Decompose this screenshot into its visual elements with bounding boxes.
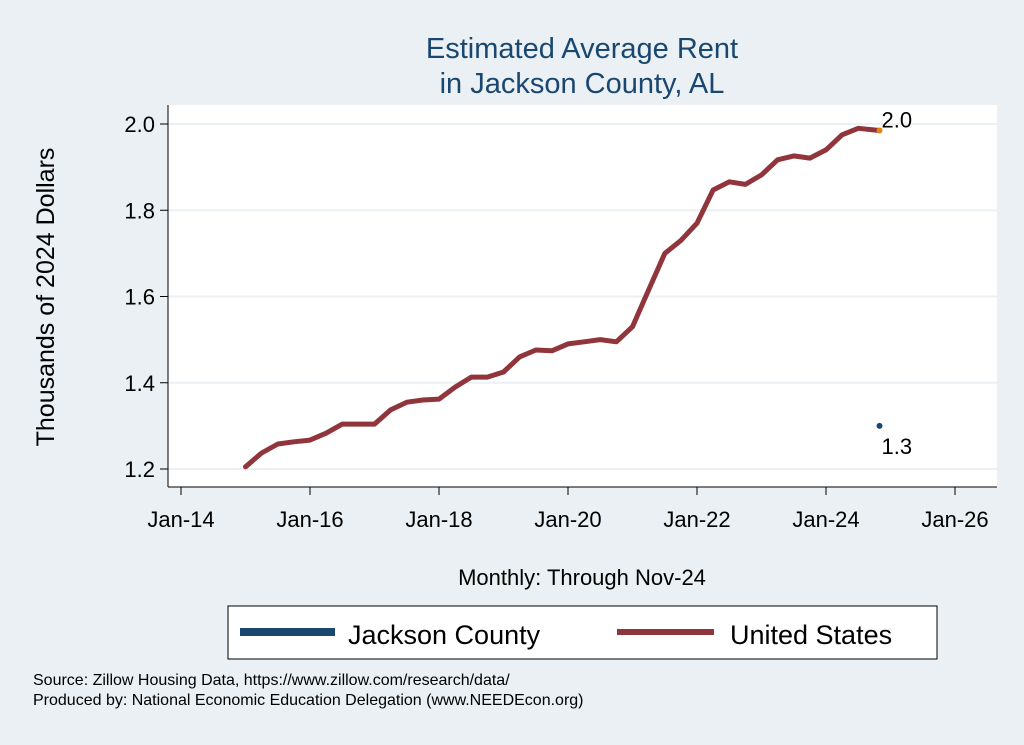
- y-tick-label: 1.2: [124, 457, 155, 482]
- y-axis-label: Thousands of 2024 Dollars: [32, 148, 60, 447]
- legend-label-united-states: United States: [730, 620, 892, 650]
- y-tick-label: 1.6: [124, 285, 155, 310]
- legend: Jackson County United States: [227, 605, 938, 660]
- x-tick-label: Jan-16: [276, 507, 343, 532]
- united-states-line: [243, 125, 882, 470]
- jackson-county-point: [876, 422, 883, 429]
- x-tick-label: Jan-18: [405, 507, 472, 532]
- produced-by-note: Produced by: National Economic Education…: [33, 692, 584, 709]
- legend-swatch-united-states: [617, 629, 714, 635]
- source-note: Source: Zillow Housing Data, https://www…: [33, 672, 510, 689]
- y-tick-label: 1.4: [124, 371, 155, 396]
- united-states-end-label: 2.0: [882, 107, 913, 132]
- jackson-county-end-label: 1.3: [882, 434, 913, 459]
- x-tick-label: Jan-22: [663, 507, 730, 532]
- x-tick-label: Jan-26: [921, 507, 988, 532]
- united-states-end-marker: [876, 127, 883, 134]
- y-tick-label: 1.8: [124, 198, 155, 223]
- legend-swatch-jackson-county: [240, 628, 335, 636]
- x-tick-label: Jan-14: [147, 507, 214, 532]
- x-axis-label: Monthly: Through Nov-24: [458, 565, 706, 590]
- x-tick-label: Jan-24: [792, 507, 859, 532]
- y-tick-label: 2.0: [124, 112, 155, 137]
- legend-label-jackson-county: Jackson County: [348, 620, 541, 650]
- chart-title-line1: Estimated Average Rent: [426, 33, 738, 65]
- chart-title-line2: in Jackson County, AL: [440, 68, 725, 100]
- x-tick-label: Jan-20: [534, 507, 601, 532]
